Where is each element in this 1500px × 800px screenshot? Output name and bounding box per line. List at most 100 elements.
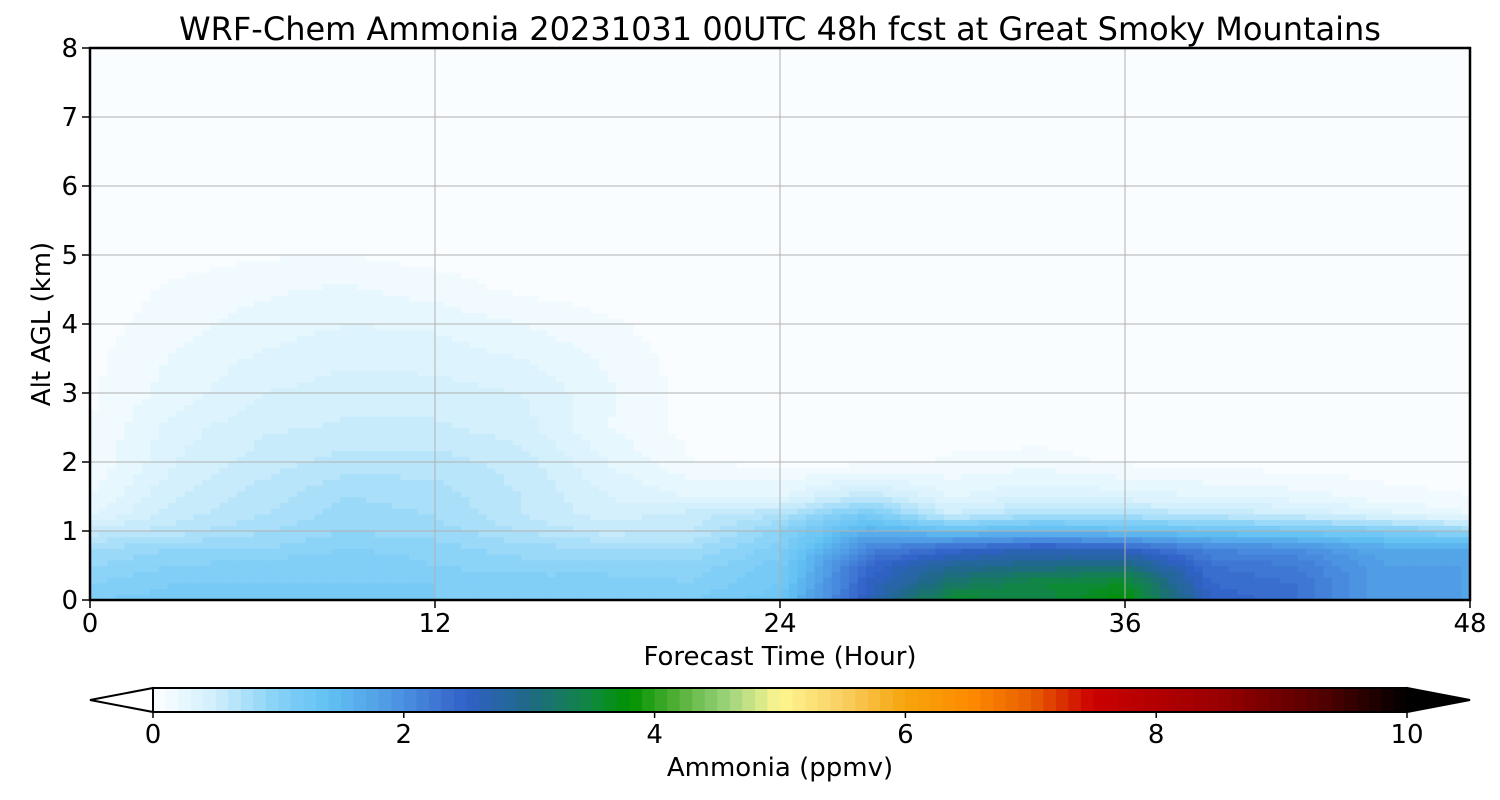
heatmap-cell (331, 490, 341, 498)
heatmap-cell (443, 536, 453, 544)
heatmap-cell (1142, 525, 1152, 532)
heatmap-cell (1401, 542, 1411, 549)
heatmap-cell (573, 479, 583, 486)
heatmap-cell (1401, 444, 1411, 452)
heatmap-cell (935, 439, 945, 446)
heatmap-cell (1245, 508, 1255, 515)
heatmap-cell (711, 444, 721, 452)
heatmap-cell (616, 450, 626, 457)
heatmap-cell (1194, 531, 1204, 538)
heatmap-cell (1323, 519, 1333, 526)
heatmap-cell (245, 490, 255, 498)
heatmap-cell (521, 525, 531, 532)
heatmap-cell (1064, 444, 1074, 452)
heatmap-cell (555, 473, 565, 480)
heatmap-cell (159, 536, 169, 544)
heatmap-cell (780, 502, 790, 509)
heatmap-cell (167, 588, 177, 595)
heatmap-cell (374, 582, 384, 590)
heatmap-cell (573, 519, 583, 526)
heatmap-cell (1168, 542, 1178, 549)
heatmap-cell (607, 577, 617, 584)
heatmap-cell (228, 531, 238, 538)
heatmap-cell (788, 571, 798, 578)
heatmap-cell (607, 479, 617, 486)
heatmap-cell (624, 542, 634, 549)
heatmap-cell (1159, 571, 1169, 578)
heatmap-cell (935, 554, 945, 561)
heatmap-cell (745, 462, 755, 469)
heatmap-cell (797, 508, 807, 515)
heatmap-cell (150, 536, 160, 544)
heatmap-cell (1332, 525, 1342, 532)
heatmap-cell (831, 582, 841, 590)
heatmap-cell (961, 490, 971, 498)
heatmap-cell (1461, 479, 1471, 486)
heatmap-cell (849, 473, 859, 480)
heatmap-cell (555, 439, 565, 446)
heatmap-cell (297, 554, 307, 561)
heatmap-cell (650, 502, 660, 509)
heatmap-cell (167, 473, 177, 480)
heatmap-cell (176, 542, 186, 549)
heatmap-cell (909, 548, 919, 555)
heatmap-cell (460, 496, 471, 503)
heatmap-cell (728, 548, 738, 555)
heatmap-cell (115, 594, 126, 601)
heatmap-cell (961, 462, 971, 469)
heatmap-cell (504, 456, 514, 463)
heatmap-cell (754, 548, 764, 555)
heatmap-cell (573, 490, 583, 498)
heatmap-cell (728, 467, 738, 475)
heatmap-cell (219, 427, 229, 434)
heatmap-cell (366, 588, 376, 595)
heatmap-cell (538, 462, 548, 469)
heatmap-cell (452, 450, 462, 457)
heatmap-cell (573, 588, 583, 595)
heatmap-cell (581, 496, 591, 503)
heatmap-cell (409, 577, 419, 584)
heatmap-cell (1332, 444, 1342, 452)
heatmap-cell (650, 456, 660, 463)
heatmap-cell (253, 582, 264, 590)
heatmap-cell (1452, 513, 1462, 521)
heatmap-cell (564, 439, 574, 446)
heatmap-cell (1090, 496, 1100, 503)
heatmap-cell (210, 433, 220, 440)
heatmap-cell (1444, 490, 1454, 498)
heatmap-cell (90, 502, 100, 509)
heatmap-cell (1332, 490, 1342, 498)
heatmap-cell (590, 554, 600, 561)
heatmap-cell (926, 508, 936, 515)
heatmap-cell (297, 456, 307, 463)
heatmap-cell (926, 444, 936, 452)
heatmap-cell (1219, 433, 1230, 440)
heatmap-cell (762, 559, 772, 567)
heatmap-cell (607, 421, 617, 429)
heatmap-cell (547, 559, 557, 567)
heatmap-cell (512, 519, 522, 526)
heatmap-cell (176, 594, 186, 601)
heatmap-cell (1366, 536, 1376, 544)
heatmap-cell (805, 427, 816, 434)
heatmap-cell (555, 462, 565, 469)
heatmap-cell (788, 548, 798, 555)
heatmap-cell (1271, 513, 1281, 521)
heatmap-cell (1418, 588, 1428, 595)
heatmap-cell (357, 421, 367, 429)
heatmap-cell (1288, 571, 1299, 578)
heatmap-cell (348, 531, 358, 538)
heatmap-cell (1150, 496, 1161, 503)
heatmap-cell (141, 462, 151, 469)
heatmap-cell (1202, 542, 1212, 549)
heatmap-cell (667, 456, 678, 463)
heatmap-cell (1332, 542, 1342, 549)
heatmap-cell (210, 439, 220, 446)
heatmap-cell (1064, 467, 1074, 475)
heatmap-cell (348, 565, 358, 572)
heatmap-cell (409, 433, 419, 440)
heatmap-cell (676, 594, 686, 601)
heatmap-cell (598, 548, 609, 555)
heatmap-cell (1176, 462, 1186, 469)
heatmap-cell (193, 490, 203, 498)
